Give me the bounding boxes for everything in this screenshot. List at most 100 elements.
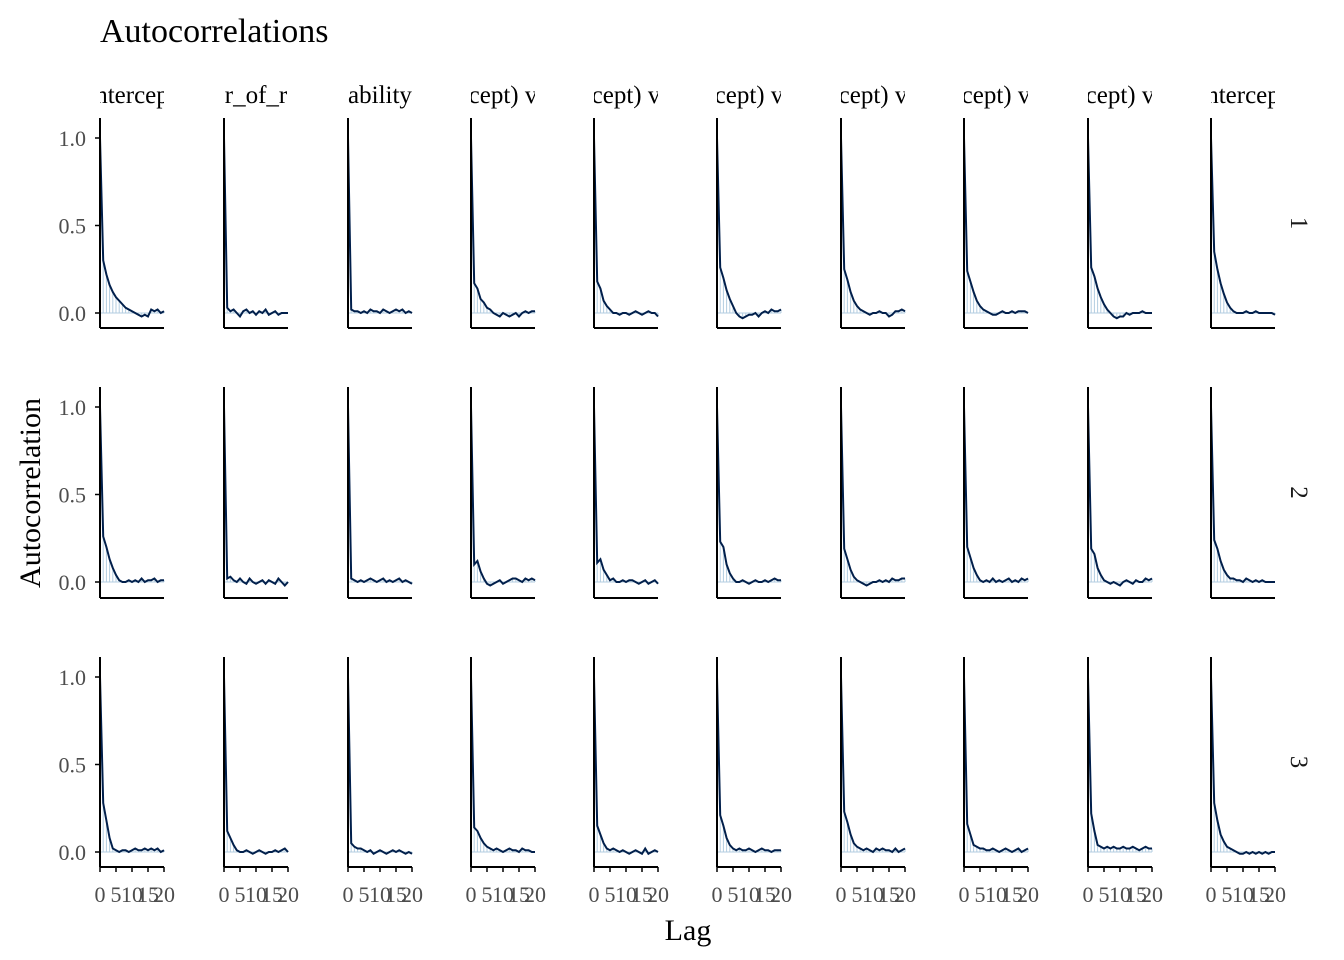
acf-line xyxy=(1087,406,1153,587)
x-tick-label: 5 xyxy=(728,882,739,907)
acf-panel xyxy=(470,657,536,872)
acf-panel xyxy=(963,118,1029,329)
acf-panel xyxy=(470,118,536,329)
x-tick-label: 10 xyxy=(985,882,1007,907)
x-tick-label: 10 xyxy=(738,882,760,907)
x-tick-label: 20 xyxy=(277,882,299,907)
x-tick-label: 0 xyxy=(589,882,600,907)
acf-panel xyxy=(223,118,288,329)
acf-line xyxy=(470,406,536,587)
y-tick-label: 0.5 xyxy=(59,753,87,778)
acf-panel xyxy=(347,657,413,872)
x-tick-label: 0 xyxy=(836,882,847,907)
y-tick-label: 0.0 xyxy=(59,301,87,326)
acf-line xyxy=(223,406,289,587)
acf-line xyxy=(716,137,782,320)
x-tick-label: 15 xyxy=(1001,882,1023,907)
y-tick-label: 0.0 xyxy=(59,570,87,595)
x-tick-label: 0 xyxy=(959,882,970,907)
x-tick-label: 0 xyxy=(466,882,477,907)
x-tick-label: 5 xyxy=(359,882,370,907)
x-tick-label: 10 xyxy=(245,882,267,907)
column-strip-label: ntercep xyxy=(95,82,169,109)
acf-line xyxy=(716,676,781,854)
row-strip-label: 3 xyxy=(1285,756,1312,769)
column-strip-label: cept) v xyxy=(1086,82,1155,109)
x-tick-label: 10 xyxy=(1109,882,1131,907)
acf-line xyxy=(593,676,659,856)
acf-panel xyxy=(223,657,289,872)
acf-line xyxy=(840,676,906,854)
x-tick-label: 0 xyxy=(95,882,106,907)
x-tick-label: 20 xyxy=(1017,882,1039,907)
acf-line xyxy=(716,406,781,585)
y-tick-label: 1.0 xyxy=(59,665,87,690)
column-strip-label: cept) v xyxy=(962,82,1031,109)
acf-line xyxy=(1087,137,1152,320)
y-tick-label: 0.0 xyxy=(59,840,87,865)
acf-panel xyxy=(1087,387,1153,599)
column-strip-label: cept) v xyxy=(839,82,908,109)
x-tick-label: 15 xyxy=(137,882,159,907)
x-tick-label: 5 xyxy=(111,882,122,907)
y-tick-label: 0.5 xyxy=(59,483,87,508)
acf-line xyxy=(963,406,1029,584)
x-tick-label: 15 xyxy=(1125,882,1147,907)
x-tick-label: 10 xyxy=(615,882,637,907)
x-axis-title: Lag xyxy=(665,914,712,947)
x-tick-label: 0 xyxy=(219,882,230,907)
column-strip-label: cept) v xyxy=(592,82,661,109)
acf-panel xyxy=(840,118,906,329)
acf-line xyxy=(1210,406,1275,584)
x-tick-label: 20 xyxy=(894,882,916,907)
acf-line xyxy=(470,676,535,854)
acf-line xyxy=(963,676,1029,854)
x-tick-label: 20 xyxy=(1141,882,1163,907)
acf-line xyxy=(347,676,413,856)
acf-panel xyxy=(593,657,659,872)
x-tick-label: 10 xyxy=(369,882,391,907)
panel-grid: ntercep r_of_r ability cept) v cept) v cept) … xyxy=(59,82,1313,907)
x-tick-label: 15 xyxy=(631,882,653,907)
x-tick-label: 20 xyxy=(647,882,669,907)
acf-line xyxy=(963,137,1029,316)
acf-panel xyxy=(1210,118,1276,329)
x-tick-label: 5 xyxy=(605,882,616,907)
acf-panel xyxy=(840,387,906,599)
acf-panel xyxy=(347,387,413,599)
x-tick-label: 20 xyxy=(524,882,546,907)
acf-line xyxy=(1210,676,1275,855)
x-tick-label: 15 xyxy=(508,882,530,907)
x-tick-label: 10 xyxy=(862,882,884,907)
acf-line xyxy=(99,676,165,854)
x-tick-label: 15 xyxy=(754,882,776,907)
acf-line xyxy=(99,137,165,318)
x-tick-label: 15 xyxy=(261,882,283,907)
x-tick-label: 10 xyxy=(492,882,514,907)
x-tick-label: 5 xyxy=(975,882,986,907)
acf-line xyxy=(223,137,288,319)
acf-panel xyxy=(1087,118,1152,329)
x-tick-label: 0 xyxy=(1206,882,1217,907)
acf-line xyxy=(223,676,289,855)
x-tick-label: 5 xyxy=(482,882,493,907)
row-strip-label: 2 xyxy=(1285,486,1312,499)
x-tick-label: 20 xyxy=(770,882,792,907)
acf-panel xyxy=(716,118,782,329)
acf-panel xyxy=(1087,657,1153,872)
acf-line xyxy=(593,137,659,318)
x-tick-label: 0 xyxy=(712,882,723,907)
y-tick-label: 1.0 xyxy=(59,126,87,151)
x-tick-label: 20 xyxy=(153,882,175,907)
acf-panel xyxy=(95,657,165,872)
acf-panel xyxy=(963,657,1029,872)
x-tick-label: 15 xyxy=(385,882,407,907)
acf-line xyxy=(840,137,906,318)
column-strip-label: cept) v xyxy=(715,82,784,109)
acf-panel xyxy=(470,387,536,599)
column-strip-label: r_of_r xyxy=(225,82,288,109)
x-tick-label: 20 xyxy=(1264,882,1286,907)
acf-panel xyxy=(963,387,1029,599)
x-tick-label: 15 xyxy=(878,882,900,907)
